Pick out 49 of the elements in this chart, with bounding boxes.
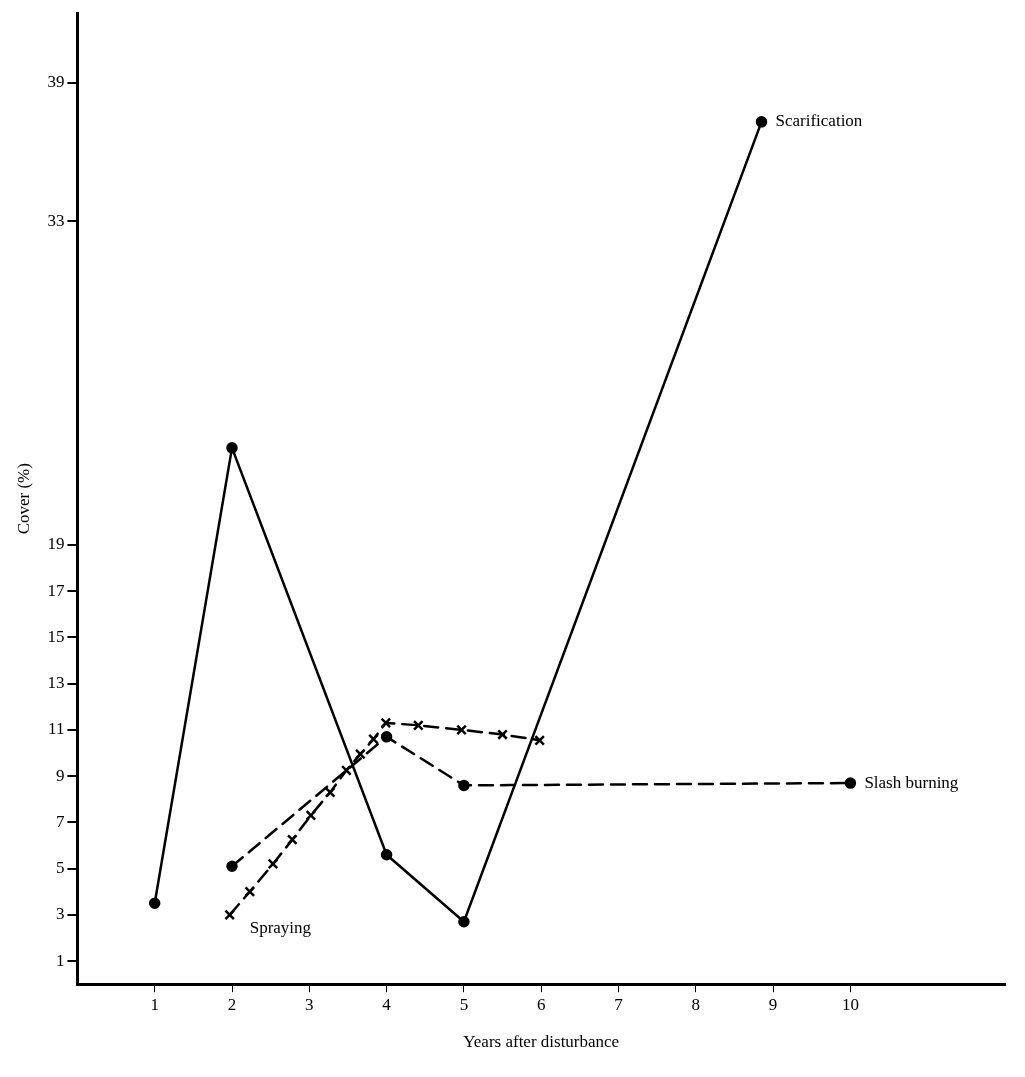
x-tick-label: 5 xyxy=(459,994,469,1014)
x-tick-label: 8 xyxy=(691,994,701,1014)
point xyxy=(148,897,161,910)
y-tick-label: 5 xyxy=(55,858,65,878)
x-tick-label: 4 xyxy=(382,994,392,1014)
point xyxy=(226,442,238,454)
x-tick-label: 2 xyxy=(227,994,237,1014)
point xyxy=(380,717,392,729)
point xyxy=(224,909,236,921)
point xyxy=(286,834,298,846)
point xyxy=(497,729,509,741)
point xyxy=(456,724,468,736)
point xyxy=(458,779,470,792)
point xyxy=(367,733,379,745)
y-axis-title: Cover (%) xyxy=(13,463,33,535)
point xyxy=(267,858,279,870)
x-axis-title: Years after disturbance xyxy=(463,1032,620,1052)
series-label: Slash burning xyxy=(864,772,959,792)
point xyxy=(354,748,366,760)
x-tick-label: 9 xyxy=(768,994,778,1014)
x-tick-label: 3 xyxy=(305,994,314,1014)
point xyxy=(380,731,393,743)
y-tick-label: 9 xyxy=(55,765,65,785)
x-tick-label: 10 xyxy=(841,994,859,1014)
y-tick-label: 1 xyxy=(55,950,65,970)
series-label: Scarification xyxy=(775,111,863,131)
point xyxy=(534,734,546,746)
y-tick-label: 17 xyxy=(47,580,65,600)
point xyxy=(226,860,238,873)
point xyxy=(244,886,256,898)
point xyxy=(340,764,352,776)
point xyxy=(380,848,393,861)
point xyxy=(755,116,768,128)
y-tick-label: 11 xyxy=(48,719,65,739)
x-tick-label: 1 xyxy=(150,994,159,1014)
y-tick-label: 3 xyxy=(55,904,65,924)
y-tick-label: 7 xyxy=(55,811,65,831)
y-tick-label: 19 xyxy=(47,534,65,554)
point xyxy=(305,809,317,821)
y-tick-label: 15 xyxy=(47,626,65,646)
point xyxy=(412,719,424,731)
x-tick-label: 6 xyxy=(536,994,546,1014)
y-tick-label: 13 xyxy=(47,673,65,693)
series-label: Spraying xyxy=(249,918,312,938)
point xyxy=(844,777,857,789)
x-tick-label: 7 xyxy=(614,994,624,1014)
point xyxy=(458,916,470,928)
y-tick-label: 39 xyxy=(47,72,65,92)
y-tick-label: 33 xyxy=(47,210,65,230)
